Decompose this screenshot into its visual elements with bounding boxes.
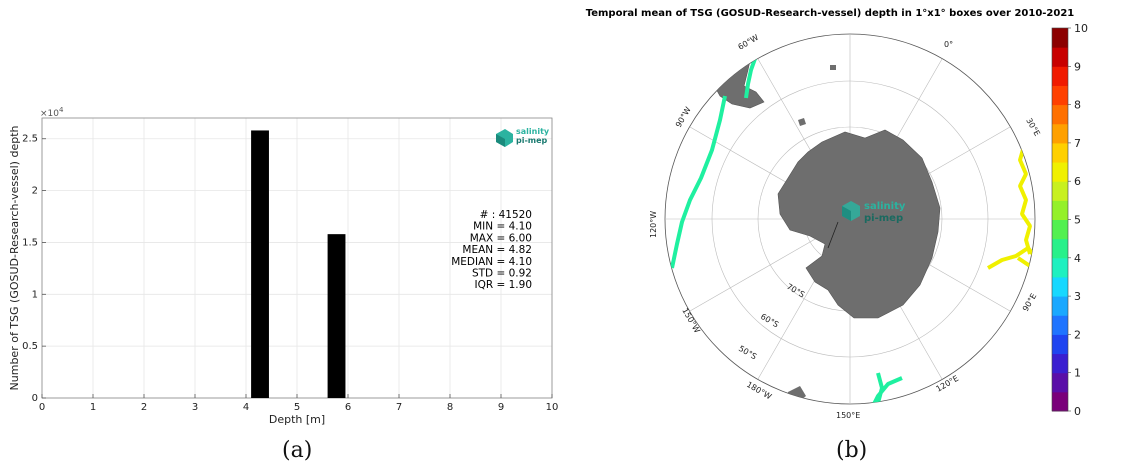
x-tick-label: 9 — [498, 402, 504, 413]
salinity-logo: salinity pi-mep — [496, 127, 550, 147]
stat-line: IQR = 1.90 — [474, 279, 532, 291]
y-tick-label: 0 — [32, 393, 38, 404]
x-tick-label: 1 — [90, 402, 96, 413]
colorbar-tick-label: 7 — [1074, 137, 1081, 150]
colorbar-tick-label: 8 — [1074, 99, 1081, 112]
colorbar-tick-label: 2 — [1074, 328, 1081, 341]
lon-label-60w: 60°W — [737, 33, 761, 52]
x-tick-label: 4 — [243, 402, 249, 413]
colorbar-tick-label: 0 — [1074, 405, 1081, 418]
colorbar-swatch — [1052, 85, 1068, 106]
x-tick-label: 10 — [546, 402, 559, 413]
colorbar-swatch — [1052, 296, 1068, 316]
island-landmass — [830, 65, 836, 70]
colorbar: 0 1 2 3 4 5 6 7 8 9 10 — [1051, 22, 1088, 418]
histogram-bar — [327, 234, 346, 398]
lon-label-150e: 150°E — [836, 411, 860, 420]
colorbar-swatch — [1052, 200, 1068, 220]
x-tick-label: 3 — [192, 402, 198, 413]
colorbar-swatch — [1052, 47, 1068, 67]
colorbar-swatch — [1052, 372, 1068, 393]
x-tick-label: 2 — [141, 402, 147, 413]
histogram-bar — [251, 130, 269, 398]
salinity-logo-map: salinity pi-mep — [842, 201, 906, 224]
colorbar-swatch — [1052, 315, 1068, 335]
colorbar-swatch — [1052, 238, 1068, 259]
colorbar-swatch — [1052, 28, 1068, 48]
x-tick-label: 7 — [396, 402, 402, 413]
island-landmass — [798, 118, 806, 126]
stat-line: MEDIAN = 4.10 — [451, 256, 532, 268]
colorbar-swatch — [1052, 257, 1068, 278]
map-logo-text-bottom: pi-mep — [864, 213, 903, 224]
stat-line: MAX = 6.00 — [470, 232, 532, 244]
logo-text-top: salinity — [516, 127, 550, 136]
colorbar-swatch — [1052, 219, 1068, 240]
x-tick-label: 0 — [39, 402, 45, 413]
x-tick-label: 5 — [294, 402, 300, 413]
colorbar-tick-label: 6 — [1074, 175, 1081, 188]
y-axis-label: Number of TSG (GOSUD-Research-vessel) de… — [8, 125, 21, 390]
lon-label-0: 0° — [944, 40, 953, 49]
track-green-west — [670, 55, 903, 404]
colorbar-tick-label: 10 — [1074, 22, 1088, 35]
colorbar-tick-label: 1 — [1074, 367, 1081, 380]
colorbar-swatch — [1052, 104, 1068, 125]
x-tick-label: 8 — [447, 402, 453, 413]
colorbar-swatch — [1052, 162, 1068, 182]
map-logo-text-top: salinity — [864, 201, 906, 212]
y-tick-label: 1.5 — [22, 237, 38, 248]
stat-line: MEAN = 4.82 — [462, 244, 532, 256]
stat-line: STD = 0.92 — [472, 268, 532, 280]
colorbar-swatch — [1052, 276, 1068, 297]
x-axis-label: Depth [m] — [269, 413, 325, 426]
colorbar-swatch — [1052, 181, 1068, 201]
logo-text-bottom: pi-mep — [516, 136, 548, 145]
lon-label-120w: 120°W — [649, 211, 658, 238]
y-tick-label: 2 — [32, 186, 38, 197]
lon-label-30e: 30°E — [1024, 117, 1041, 138]
colorbar-swatch — [1052, 353, 1068, 374]
y-multiplier: ×104 — [40, 106, 64, 119]
y-tick-label: 1 — [32, 289, 38, 300]
panel-label-a: (a) — [282, 438, 313, 463]
colorbar-tick-label: 4 — [1074, 252, 1081, 265]
panel-label-b: (b) — [836, 438, 868, 463]
antarctica-landmass — [777, 129, 941, 319]
y-tick-label: 0.5 — [22, 341, 38, 352]
x-tick-label: 6 — [345, 402, 351, 413]
y-tick-label: 2.5 — [22, 134, 38, 145]
stat-line: # : 41520 — [480, 209, 532, 221]
stat-line: MIN = 4.10 — [473, 221, 532, 233]
colorbar-swatch — [1052, 334, 1068, 355]
colorbar-swatch — [1052, 123, 1068, 144]
colorbar-swatch — [1052, 142, 1068, 163]
colorbar-swatch — [1052, 66, 1068, 86]
colorbar-tick-label: 3 — [1074, 290, 1081, 303]
polar-map: Temporal mean of TSG (GOSUD-Research-ves… — [586, 8, 1088, 420]
lon-label-90e: 90°E — [1021, 292, 1038, 313]
map-title: Temporal mean of TSG (GOSUD-Research-ves… — [586, 8, 1075, 19]
colorbar-swatch — [1052, 391, 1068, 412]
colorbar-tick-label: 5 — [1074, 214, 1081, 227]
colorbar-tick-label: 9 — [1074, 60, 1081, 73]
